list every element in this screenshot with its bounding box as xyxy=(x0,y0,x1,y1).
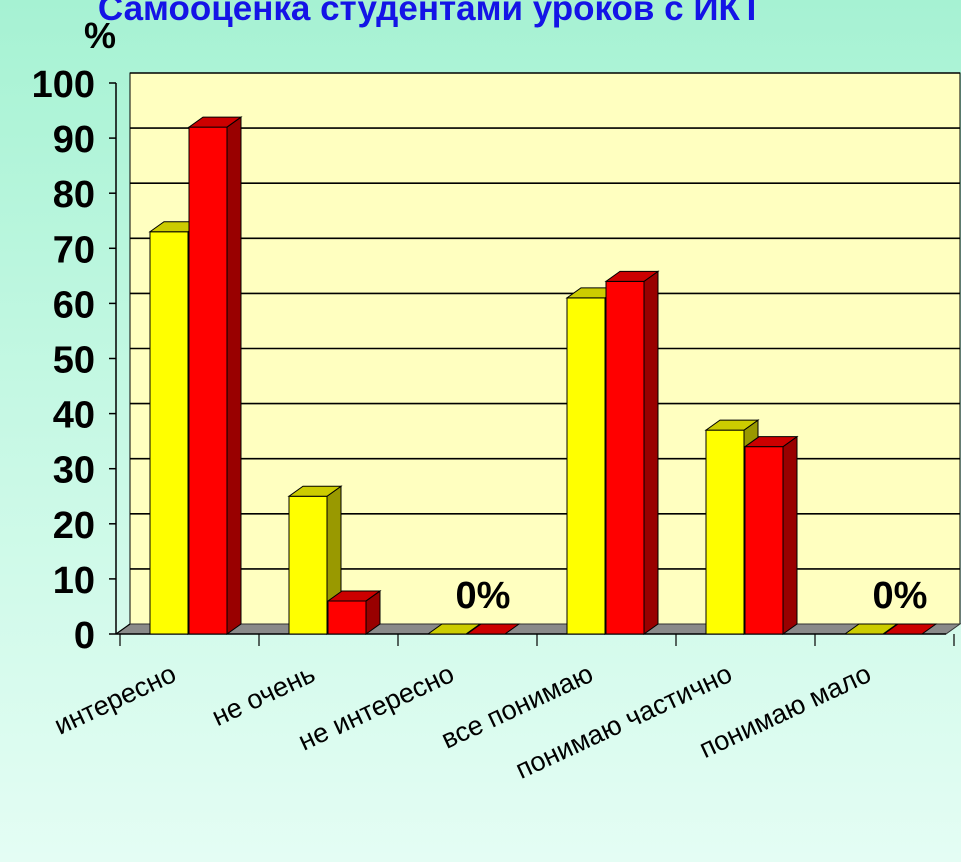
bar-front xyxy=(605,280,645,635)
bar xyxy=(565,286,621,635)
bar-front xyxy=(188,126,228,635)
y-axis-depth xyxy=(115,623,131,635)
bar-top xyxy=(426,623,482,635)
bar-front xyxy=(705,429,745,635)
y-axis xyxy=(109,82,955,646)
bar-top xyxy=(843,623,899,635)
y-tick-label: 50 xyxy=(53,340,95,382)
bar-front xyxy=(327,600,367,635)
bar xyxy=(326,589,382,635)
bar-front xyxy=(566,297,606,635)
bar xyxy=(843,623,899,635)
chart-title: Самооценка студентами уроков с ИКТ xyxy=(98,0,762,28)
bar-top xyxy=(882,623,938,635)
bar-top xyxy=(287,485,343,497)
y-tick-label: 0 xyxy=(74,615,95,657)
bar-top xyxy=(743,436,799,448)
bar xyxy=(743,435,799,635)
bar-side xyxy=(643,270,659,635)
y-tick-label: 100 xyxy=(32,64,95,106)
y-tick-label: 20 xyxy=(53,505,95,547)
annotations: 0% 0% xyxy=(456,575,928,617)
y-tick-label: 70 xyxy=(53,229,95,271)
bar-front xyxy=(744,446,784,635)
chart-floor xyxy=(114,623,961,635)
bar xyxy=(604,270,660,635)
data-label: 0% xyxy=(456,575,511,617)
x-tick-label: интересно xyxy=(50,658,181,740)
y-tick-label: 80 xyxy=(53,174,95,216)
bar-top xyxy=(187,116,243,128)
floor-top xyxy=(114,623,961,635)
tick-labels: 0 10 20 30 40 50 60 70 80 90 100 xyxy=(32,64,95,657)
bar-top xyxy=(704,419,760,431)
bars xyxy=(148,116,938,635)
y-tick-label: 10 xyxy=(53,560,95,602)
data-label: 0% xyxy=(873,575,928,617)
y-tick-label: 60 xyxy=(53,284,95,326)
y-tick-label: 30 xyxy=(53,450,95,492)
y-tick-label: 40 xyxy=(53,395,95,437)
bar xyxy=(426,623,482,635)
bar-top xyxy=(604,270,660,282)
gridlines xyxy=(130,72,960,570)
bar-top xyxy=(326,590,382,602)
bar xyxy=(187,116,243,635)
bar-side xyxy=(226,116,242,635)
x-tick-label: не очень xyxy=(207,658,319,732)
bar xyxy=(882,623,938,635)
bar xyxy=(465,623,521,635)
x-tick-label: не интересно xyxy=(294,658,459,756)
y-tick-label: 90 xyxy=(53,119,95,161)
bar-top xyxy=(465,623,521,635)
y-axis-label: % xyxy=(84,15,116,56)
bar-front xyxy=(288,495,328,635)
bar-front xyxy=(149,231,189,635)
bar-side xyxy=(782,435,798,635)
